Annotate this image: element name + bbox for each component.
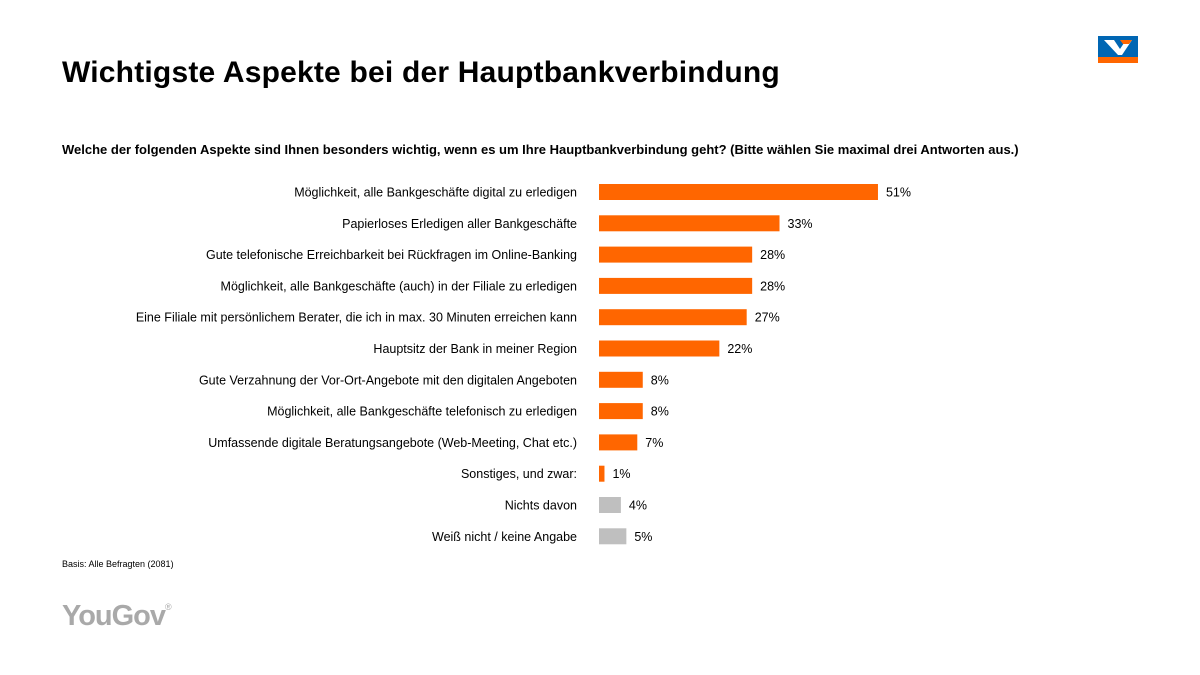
bar xyxy=(599,340,720,357)
category-label: Umfassende digitale Beratungsangebote (W… xyxy=(208,436,577,450)
bar xyxy=(599,309,747,326)
value-label: 27% xyxy=(755,311,780,325)
category-label: Gute telefonische Erreichbarkeit bei Rüc… xyxy=(206,248,577,262)
category-label: Sonstiges, und zwar: xyxy=(461,467,577,481)
category-label: Eine Filiale mit persönlichem Berater, d… xyxy=(136,311,577,325)
value-label: 28% xyxy=(760,279,785,293)
category-label: Möglichkeit, alle Bankgeschäfte digital … xyxy=(294,186,577,200)
value-label: 5% xyxy=(634,530,652,544)
bar xyxy=(599,403,643,420)
bar xyxy=(599,246,753,263)
yougov-wordmark: YouGov xyxy=(62,600,166,632)
bar-chart: Möglichkeit, alle Bankgeschäfte digital … xyxy=(136,184,911,545)
bar xyxy=(599,184,878,200)
category-label: Papierloses Erledigen aller Bankgeschäft… xyxy=(342,217,577,231)
bar xyxy=(599,371,643,388)
category-label: Möglichkeit, alle Bankgeschäfte telefoni… xyxy=(267,405,577,419)
category-label: Gute Verzahnung der Vor-Ort-Angebote mit… xyxy=(199,373,577,387)
registered-mark: ® xyxy=(165,602,172,612)
bar xyxy=(599,215,780,232)
category-label: Weiß nicht / keine Angabe xyxy=(432,530,577,544)
yougov-logo: YouGov® xyxy=(62,600,172,633)
value-label: 4% xyxy=(629,499,647,513)
category-label: Nichts davon xyxy=(505,499,577,513)
category-label: Möglichkeit, alle Bankgeschäfte (auch) i… xyxy=(221,279,577,293)
value-label: 28% xyxy=(760,248,785,262)
value-label: 7% xyxy=(645,436,663,450)
bar xyxy=(599,497,621,513)
category-label: Hauptsitz der Bank in meiner Region xyxy=(373,342,577,356)
survey-question: Welche der folgenden Aspekte sind Ihnen … xyxy=(62,142,1019,157)
bar xyxy=(599,465,605,482)
value-label: 22% xyxy=(727,342,752,356)
value-label: 8% xyxy=(651,405,669,419)
bar xyxy=(599,434,638,451)
value-label: 51% xyxy=(886,186,911,200)
basis-footnote: Basis: Alle Befragten (2081) xyxy=(62,559,174,569)
bar xyxy=(599,277,753,294)
value-label: 8% xyxy=(651,373,669,387)
value-label: 1% xyxy=(612,467,630,481)
chart-title: Wichtigste Aspekte bei der Hauptbankverb… xyxy=(62,56,780,89)
bar xyxy=(599,528,627,545)
volksbank-logo-icon xyxy=(1098,36,1138,63)
value-label: 33% xyxy=(788,217,813,231)
